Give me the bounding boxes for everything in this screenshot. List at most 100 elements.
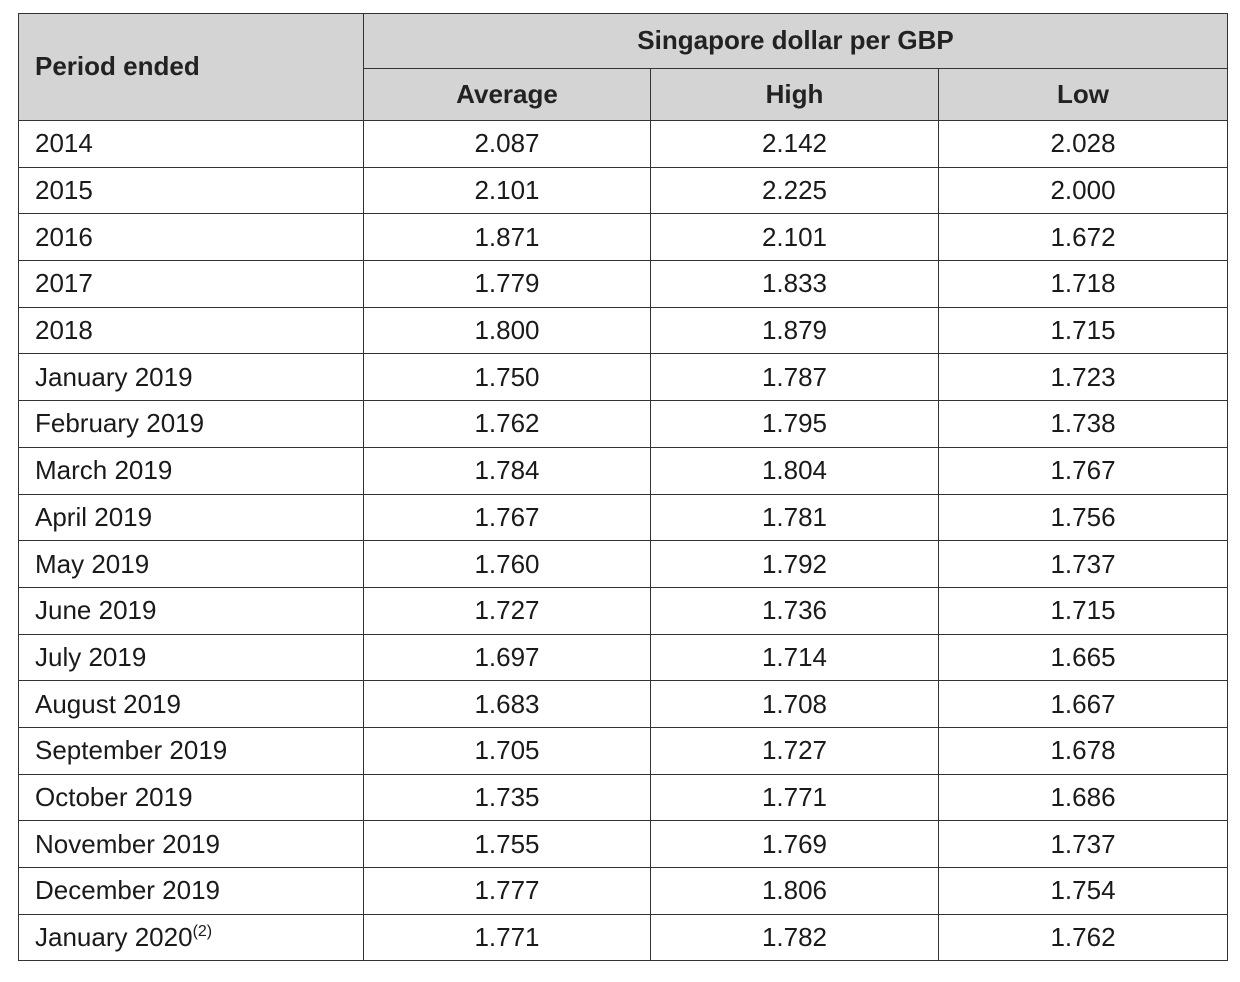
low-cell: 1.737 <box>937 540 1229 588</box>
period-cell: February 2019 <box>18 400 364 448</box>
average-cell: 1.771 <box>363 913 651 962</box>
low-cell: 1.767 <box>937 446 1229 495</box>
high-cell: 1.769 <box>650 820 939 868</box>
low-cell: 2.000 <box>937 166 1229 215</box>
period-label: 2015 <box>35 175 93 206</box>
high-cell: 1.879 <box>650 306 939 355</box>
low-cell: 1.672 <box>937 213 1229 262</box>
low-cell: 1.686 <box>937 773 1229 822</box>
period-ended-header: Period ended <box>18 13 364 121</box>
high-cell: 1.833 <box>650 260 939 308</box>
low-cell: 1.754 <box>937 867 1229 915</box>
table-row: November 2019 1.755 1.769 1.737 <box>18 820 1229 868</box>
table-row: September 2019 1.705 1.727 1.678 <box>18 726 1229 775</box>
period-label: December 2019 <box>35 875 220 906</box>
high-cell: 1.771 <box>650 773 939 822</box>
period-cell: June 2019 <box>18 586 364 635</box>
low-cell: 1.737 <box>937 820 1229 868</box>
period-cell: July 2019 <box>18 633 364 682</box>
period-label: April 2019 <box>35 501 153 532</box>
table-row: March 2019 1.784 1.804 1.767 <box>18 446 1229 495</box>
period-cell: 2017 <box>18 260 364 308</box>
average-cell: 1.784 <box>363 446 651 495</box>
high-cell: 2.101 <box>650 213 939 262</box>
period-cell: August 2019 <box>18 680 364 728</box>
low-cell: 1.665 <box>937 633 1229 682</box>
high-cell: 1.795 <box>650 400 939 448</box>
low-cell: 2.028 <box>937 120 1229 168</box>
high-cell: 1.792 <box>650 540 939 588</box>
average-cell: 2.087 <box>363 120 651 168</box>
period-cell: December 2019 <box>18 867 364 915</box>
average-cell: 1.762 <box>363 400 651 448</box>
table-row: 2015 2.101 2.225 2.000 <box>18 166 1229 215</box>
period-cell: 2014 <box>18 120 364 168</box>
low-cell: 1.667 <box>937 680 1229 728</box>
period-cell: March 2019 <box>18 446 364 495</box>
high-cell: 1.787 <box>650 353 939 402</box>
table-row: December 2019 1.777 1.806 1.754 <box>18 867 1229 915</box>
period-cell: 2015 <box>18 166 364 215</box>
period-cell: November 2019 <box>18 820 364 868</box>
low-cell: 1.723 <box>937 353 1229 402</box>
high-cell: 1.781 <box>650 493 939 542</box>
period-label: 2018 <box>35 315 93 346</box>
average-cell: 1.800 <box>363 306 651 355</box>
average-cell: 1.767 <box>363 493 651 542</box>
period-label: May 2019 <box>35 548 150 579</box>
table-row: August 2019 1.683 1.708 1.667 <box>18 680 1229 728</box>
average-cell: 1.727 <box>363 586 651 635</box>
high-cell: 1.804 <box>650 446 939 495</box>
high-cell: 1.782 <box>650 913 939 962</box>
low-cell: 1.762 <box>937 913 1229 962</box>
average-cell: 2.101 <box>363 166 651 215</box>
period-label: January 2019 <box>35 361 193 392</box>
low-cell: 1.715 <box>937 586 1229 635</box>
table-row: June 2019 1.727 1.736 1.715 <box>18 586 1229 635</box>
table-row: 2017 1.779 1.833 1.718 <box>18 260 1229 308</box>
average-cell: 1.755 <box>363 820 651 868</box>
average-cell: 1.779 <box>363 260 651 308</box>
high-cell: 1.736 <box>650 586 939 635</box>
period-label: January 2020 <box>35 922 193 953</box>
high-cell: 2.225 <box>650 166 939 215</box>
period-cell: October 2019 <box>18 773 364 822</box>
high-column-header: High <box>650 67 939 122</box>
low-cell: 1.678 <box>937 726 1229 775</box>
average-cell: 1.871 <box>363 213 651 262</box>
average-cell: 1.697 <box>363 633 651 682</box>
period-cell: September 2019 <box>18 726 364 775</box>
high-cell: 1.806 <box>650 867 939 915</box>
table-row: July 2019 1.697 1.714 1.665 <box>18 633 1229 682</box>
period-label: June 2019 <box>35 595 157 626</box>
period-cell: 2016 <box>18 213 364 262</box>
low-cell: 1.756 <box>937 493 1229 542</box>
average-cell: 1.683 <box>363 680 651 728</box>
average-cell: 1.750 <box>363 353 651 402</box>
period-cell: May 2019 <box>18 540 364 588</box>
period-label: 2014 <box>35 128 93 159</box>
table-row: January 2020(2) 1.771 1.782 1.762 <box>18 913 1229 962</box>
period-label: March 2019 <box>35 455 173 486</box>
period-label: 2017 <box>35 268 93 299</box>
high-cell: 1.714 <box>650 633 939 682</box>
period-cell: January 2020(2) <box>18 913 364 962</box>
table-header: Period ended Singapore dollar per GBP Av… <box>18 13 1229 122</box>
low-column-header: Low <box>937 67 1229 122</box>
table-body: 2014 2.087 2.142 2.028 2015 2.101 2.225 2.000 20… <box>18 120 1229 962</box>
low-cell: 1.738 <box>937 400 1229 448</box>
high-cell: 1.708 <box>650 680 939 728</box>
footnote-marker: (2) <box>192 923 213 941</box>
average-cell: 1.735 <box>363 773 651 822</box>
average-cell: 1.705 <box>363 726 651 775</box>
period-label: September 2019 <box>35 735 228 766</box>
average-column-header: Average <box>363 67 651 122</box>
high-cell: 2.142 <box>650 120 939 168</box>
exchange-rate-table: Period ended Singapore dollar per GBP Av… <box>18 13 1229 962</box>
table-row: 2014 2.087 2.142 2.028 <box>18 120 1229 168</box>
period-label: November 2019 <box>35 828 220 859</box>
exchange-rate-table-container: Period ended Singapore dollar per GBP Av… <box>18 13 1229 962</box>
table-row: October 2019 1.735 1.771 1.686 <box>18 773 1229 822</box>
period-cell: January 2019 <box>18 353 364 402</box>
average-cell: 1.760 <box>363 540 651 588</box>
